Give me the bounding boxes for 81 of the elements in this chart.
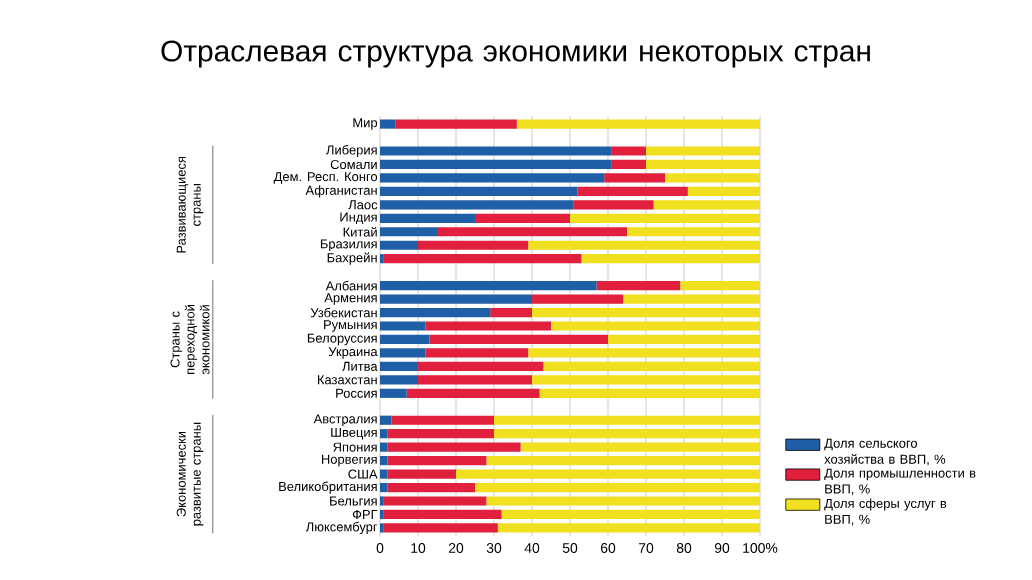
bar bbox=[380, 348, 426, 358]
bar bbox=[543, 361, 761, 371]
bar bbox=[596, 281, 681, 291]
bar bbox=[380, 334, 430, 345]
bar bbox=[383, 254, 582, 264]
bar bbox=[437, 227, 628, 237]
bar bbox=[665, 173, 761, 183]
bar bbox=[425, 348, 529, 358]
bar bbox=[425, 321, 551, 331]
bar bbox=[380, 456, 388, 466]
bar bbox=[539, 388, 761, 398]
bar bbox=[528, 240, 761, 250]
bar bbox=[380, 482, 388, 493]
bar bbox=[418, 375, 532, 385]
bar bbox=[475, 213, 570, 223]
bar bbox=[380, 281, 597, 291]
bar bbox=[387, 429, 494, 439]
bar bbox=[494, 429, 761, 439]
bar bbox=[380, 469, 388, 479]
bar bbox=[380, 213, 475, 223]
bar bbox=[581, 254, 761, 264]
bar bbox=[490, 307, 532, 318]
bar bbox=[391, 415, 494, 425]
bar bbox=[627, 227, 761, 237]
bar bbox=[418, 361, 544, 371]
bar bbox=[687, 186, 761, 196]
bar bbox=[380, 442, 388, 452]
bar bbox=[604, 173, 666, 183]
bar bbox=[608, 334, 761, 345]
bar bbox=[501, 509, 761, 520]
bar bbox=[486, 496, 761, 506]
bar bbox=[680, 281, 761, 291]
bar bbox=[380, 361, 418, 371]
chart-title: Отраслевая структура экономики некоторых стран bbox=[161, 40, 870, 68]
bar bbox=[577, 186, 688, 196]
bar bbox=[380, 146, 612, 156]
bar bbox=[380, 227, 437, 237]
bar bbox=[380, 173, 605, 183]
bar bbox=[380, 415, 392, 425]
bar bbox=[497, 523, 761, 533]
bar bbox=[520, 442, 761, 452]
bar bbox=[380, 119, 396, 129]
bar bbox=[486, 456, 761, 466]
bar bbox=[395, 119, 517, 129]
bar bbox=[611, 146, 647, 156]
bar bbox=[387, 469, 456, 479]
bar bbox=[380, 186, 578, 196]
bar bbox=[387, 482, 475, 493]
bar bbox=[380, 159, 612, 170]
bar bbox=[475, 482, 761, 493]
bar bbox=[418, 240, 529, 250]
bar bbox=[429, 334, 609, 345]
bar bbox=[532, 375, 761, 385]
bar bbox=[528, 348, 761, 358]
bar bbox=[570, 213, 761, 223]
bar bbox=[646, 146, 761, 156]
bar bbox=[380, 388, 407, 398]
bar bbox=[646, 159, 761, 170]
bar bbox=[380, 240, 418, 250]
bar bbox=[380, 294, 532, 304]
bar bbox=[380, 321, 426, 331]
bar bbox=[387, 442, 521, 452]
bar bbox=[573, 200, 654, 210]
bar bbox=[551, 321, 761, 331]
bar bbox=[494, 415, 761, 425]
bar bbox=[532, 294, 624, 304]
bar bbox=[406, 388, 540, 398]
bar bbox=[611, 159, 647, 170]
bar bbox=[456, 469, 761, 479]
bar bbox=[387, 456, 487, 466]
bar bbox=[653, 200, 761, 210]
bar bbox=[383, 509, 502, 520]
bar bbox=[383, 496, 487, 506]
bar bbox=[383, 523, 498, 533]
bar bbox=[623, 294, 761, 304]
bar bbox=[380, 200, 574, 210]
bar bbox=[532, 307, 761, 318]
bar bbox=[380, 429, 388, 439]
bar bbox=[516, 119, 761, 129]
bar bbox=[380, 307, 491, 318]
bar bbox=[380, 375, 418, 385]
